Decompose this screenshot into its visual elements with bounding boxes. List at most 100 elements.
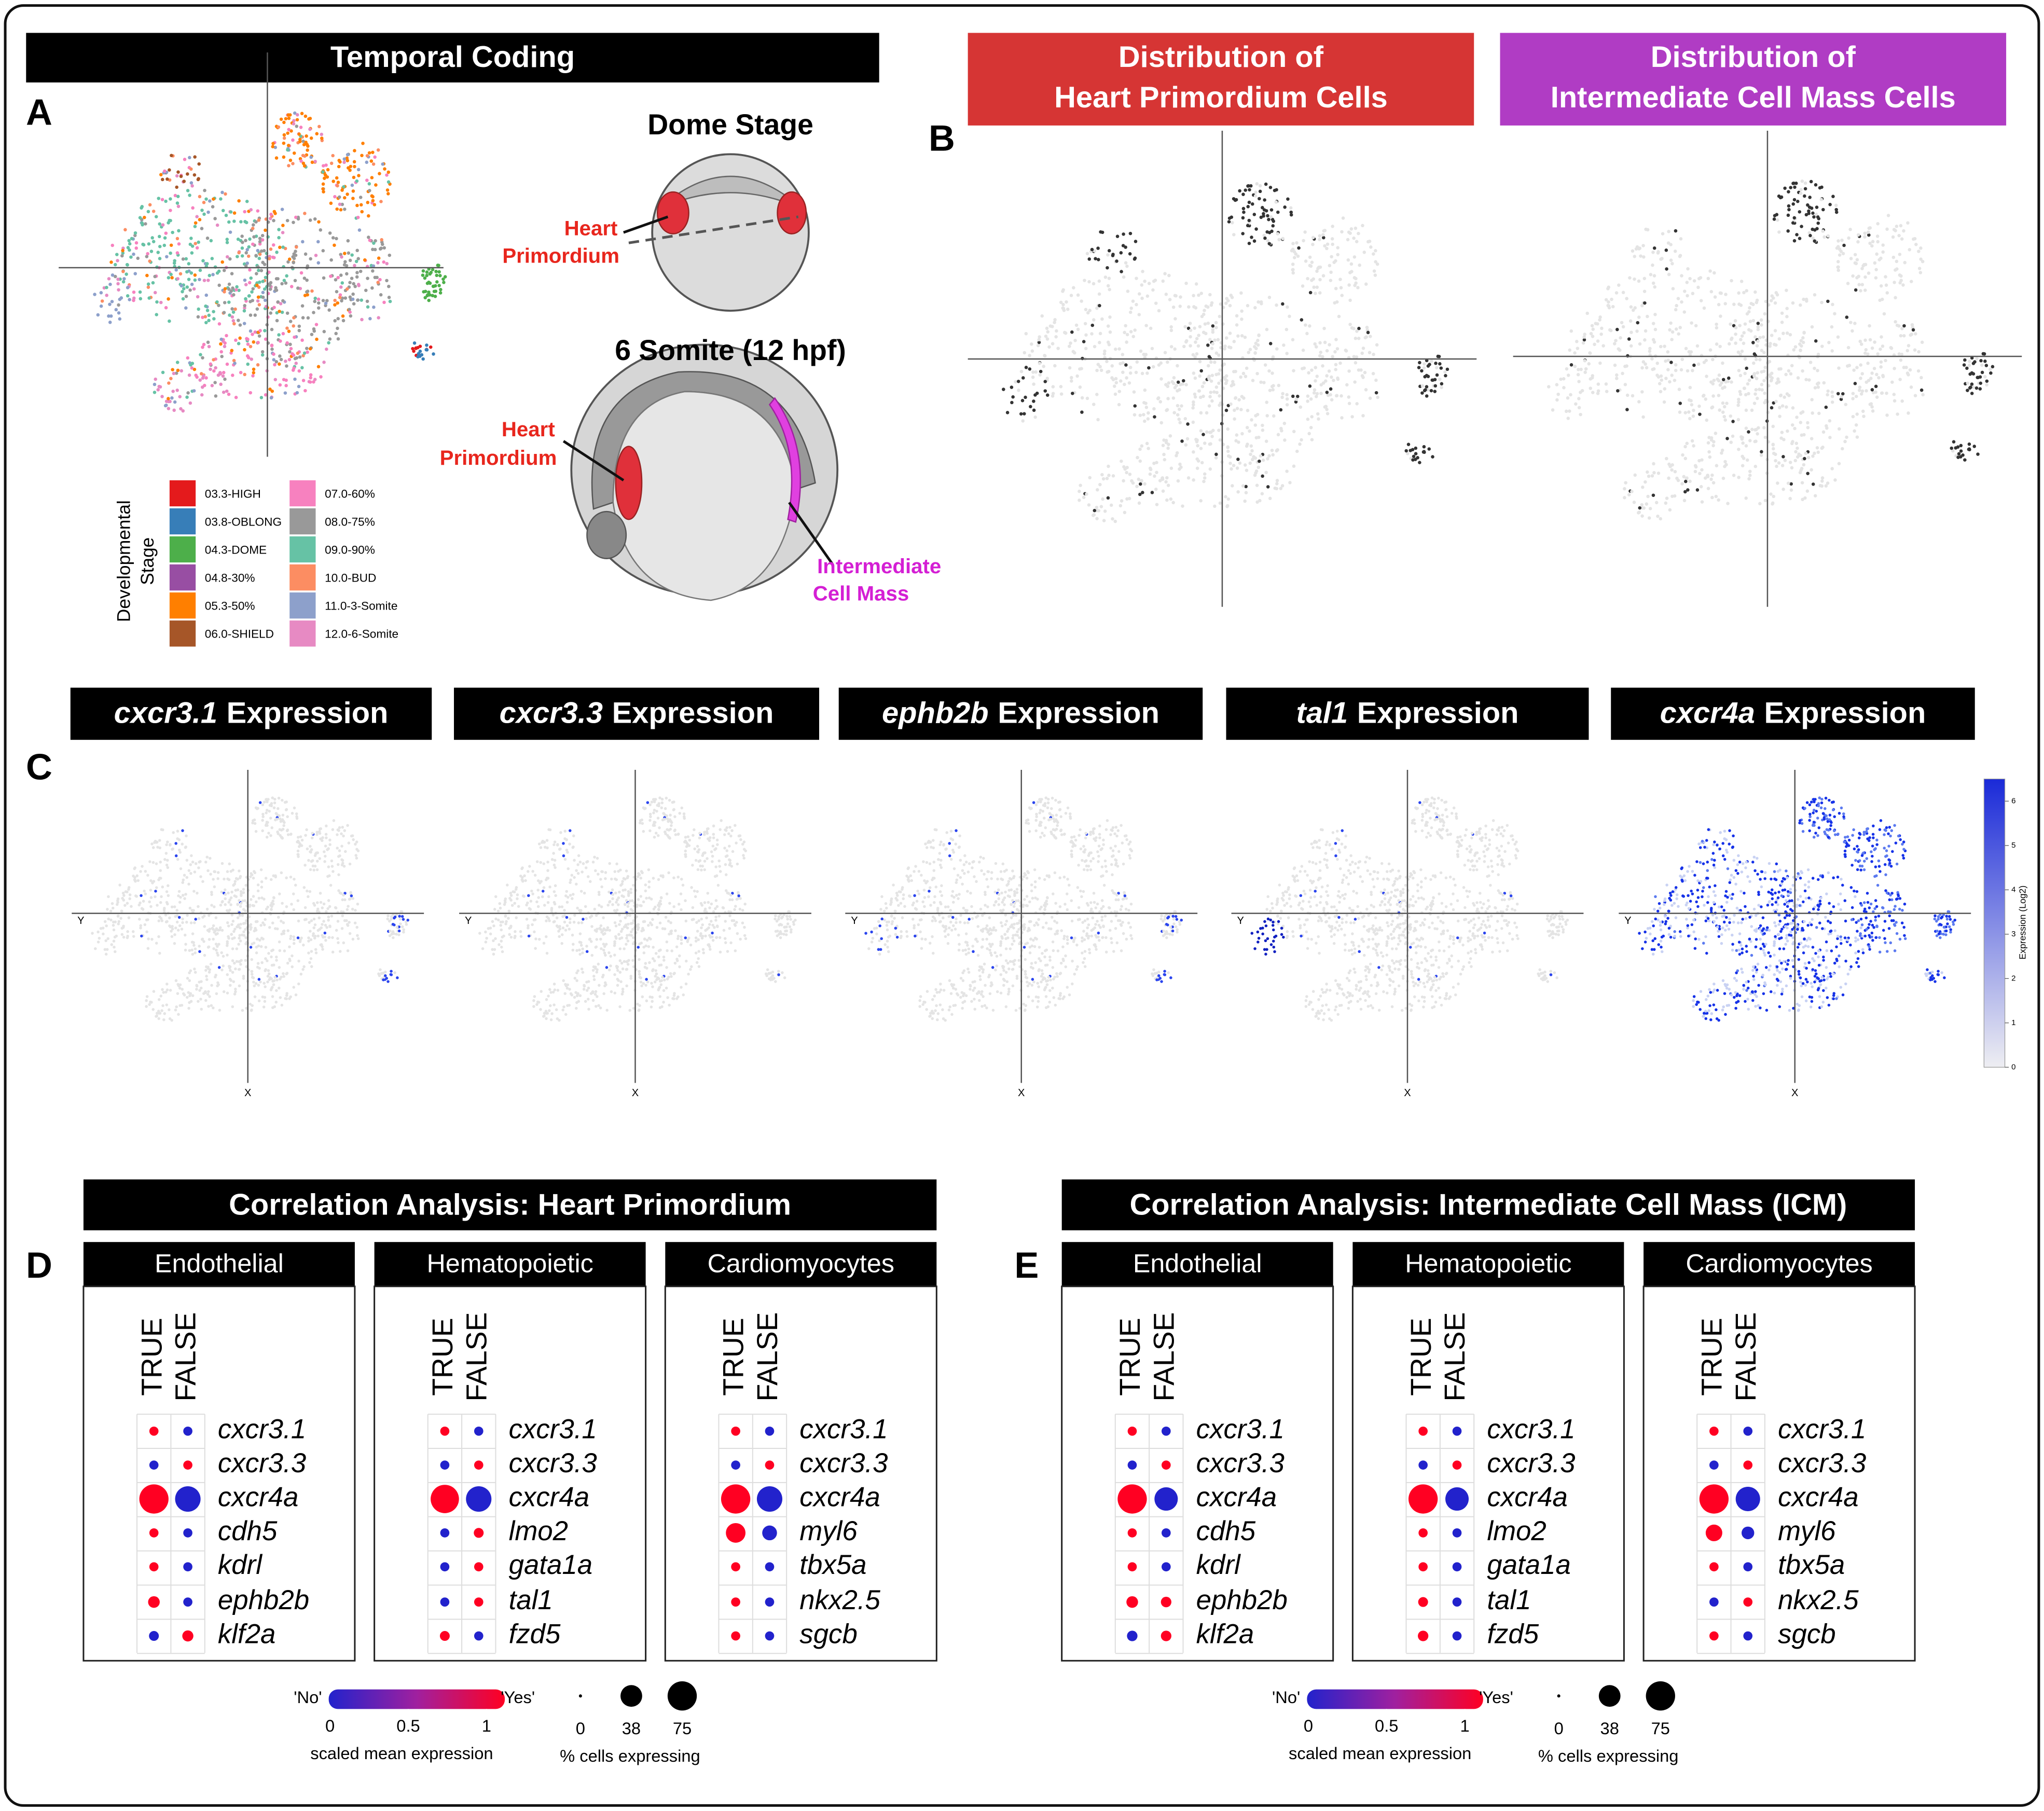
cell-point	[1731, 434, 1735, 438]
cell-point	[627, 902, 630, 905]
cell-point	[176, 204, 181, 209]
cell-point	[575, 949, 578, 952]
cell-point	[176, 368, 180, 372]
cell-point	[412, 341, 417, 345]
cell-point	[337, 195, 341, 199]
cell-point	[519, 874, 522, 878]
cell-point	[1334, 259, 1337, 263]
cell-point	[1816, 221, 1820, 225]
cell-point	[1905, 349, 1910, 353]
cell-point	[1253, 423, 1258, 427]
cell-point	[259, 868, 263, 872]
cell-point	[1129, 330, 1133, 334]
cell-point	[1125, 340, 1128, 344]
cell-point	[370, 286, 374, 290]
cell-point	[258, 252, 262, 256]
cell-point	[280, 1003, 284, 1007]
cell-point	[1203, 309, 1206, 312]
panel-letter: A	[26, 91, 52, 132]
cell-point	[1753, 392, 1757, 396]
cell-point	[149, 905, 153, 908]
cell-point	[1005, 411, 1010, 414]
cell-point	[264, 337, 268, 341]
cell-point	[1776, 380, 1780, 384]
cell-point	[1337, 314, 1341, 319]
cell-point	[161, 886, 164, 889]
cell-point	[154, 839, 157, 843]
cell-point	[251, 821, 254, 825]
cell-point	[186, 391, 190, 395]
cell-point	[1680, 357, 1684, 362]
cell-point	[1688, 398, 1691, 402]
cell-point	[590, 953, 594, 957]
cell-point	[1760, 388, 1764, 392]
cell-point	[295, 815, 298, 819]
cell-point	[295, 391, 299, 395]
cell-point	[159, 917, 163, 920]
cell-point	[248, 329, 253, 333]
cell-point	[336, 317, 340, 321]
cell-point	[1239, 291, 1243, 295]
cell-point	[1166, 397, 1170, 400]
cell-point	[519, 930, 522, 933]
cell-point	[340, 202, 344, 206]
cell-point	[561, 926, 565, 930]
cell-point	[1269, 208, 1274, 212]
cell-point	[1193, 376, 1197, 380]
cell-point	[313, 299, 316, 303]
cell-point	[1053, 364, 1057, 368]
cell-point	[627, 922, 630, 926]
cell-point	[226, 991, 229, 994]
cell-point	[1247, 200, 1251, 204]
cell-point	[1775, 464, 1778, 468]
cell-point	[322, 190, 325, 193]
cell-point	[1234, 439, 1238, 443]
cell-point	[1179, 295, 1182, 299]
cell-point	[390, 918, 393, 921]
cell-point	[357, 174, 361, 177]
cell-point	[297, 982, 300, 986]
cell-point	[1706, 277, 1710, 281]
cell-point	[230, 890, 233, 894]
cell-point	[118, 297, 122, 301]
cell-point	[1347, 369, 1351, 373]
cell-point	[148, 259, 151, 263]
cell-point	[1247, 351, 1251, 354]
cell-point	[340, 832, 343, 835]
cell-point	[1040, 314, 1044, 318]
cell-point	[1140, 444, 1144, 448]
cell-point	[121, 270, 125, 273]
cell-point	[223, 290, 226, 294]
cell-point	[560, 905, 564, 908]
cell-point	[184, 943, 187, 946]
cell-point	[382, 300, 386, 305]
cell-point	[318, 857, 322, 860]
cell-point	[117, 303, 120, 307]
cell-point	[1747, 392, 1750, 396]
cell-point	[98, 936, 101, 940]
cell-point	[1913, 348, 1917, 352]
cell-point	[1357, 326, 1361, 330]
cell-point	[1639, 254, 1642, 258]
cell-point	[278, 949, 282, 952]
cell-point	[1427, 447, 1431, 451]
cell-point	[661, 927, 665, 930]
cell-point	[520, 867, 523, 870]
cell-point	[588, 916, 592, 919]
cell-point	[1587, 362, 1591, 366]
cell-point	[260, 961, 264, 964]
cell-point	[225, 362, 229, 366]
cell-point	[145, 1005, 148, 1008]
cell-point	[1195, 466, 1199, 470]
cell-point	[1598, 315, 1602, 319]
cell-point	[158, 244, 162, 248]
cell-point	[234, 288, 238, 292]
cell-point	[285, 326, 289, 330]
cell-point	[542, 942, 546, 945]
cell-point	[1577, 397, 1581, 400]
cell-point	[1666, 358, 1670, 362]
cell-point	[1620, 321, 1624, 325]
cell-point	[1226, 427, 1230, 431]
cell-point	[132, 935, 135, 938]
icm-label: Cell Mass	[813, 582, 909, 605]
